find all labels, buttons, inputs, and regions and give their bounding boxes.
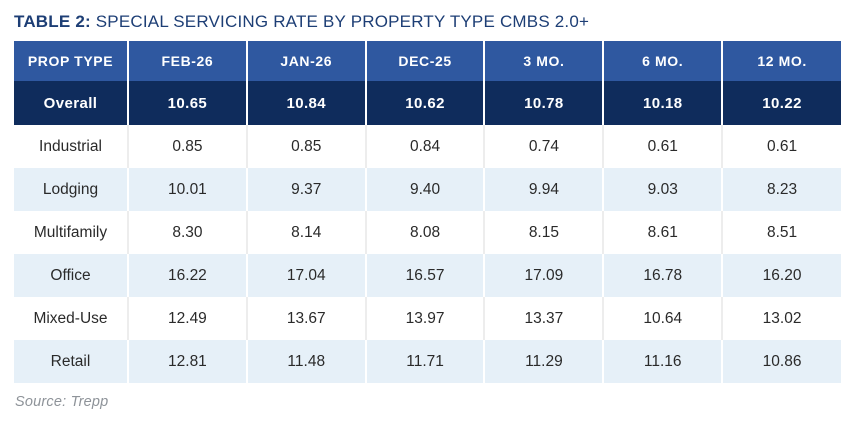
data-cell: 10.64 [602, 297, 723, 341]
table-row: Industrial 0.85 0.85 0.84 0.74 0.61 0.61 [14, 125, 841, 169]
data-cell: 8.08 [364, 211, 485, 255]
table-row: Mixed-Use 12.49 13.67 13.97 13.37 10.64 … [14, 297, 841, 341]
row-label: Multifamily [14, 211, 128, 255]
column-header-dec-25: DEC-25 [364, 41, 485, 82]
data-cell: 8.30 [127, 211, 247, 255]
data-cell: 10.84 [245, 81, 366, 126]
data-cell: 11.29 [483, 340, 604, 384]
data-cell: 9.94 [483, 168, 604, 212]
table-title-text: SPECIAL SERVICING RATE BY PROPERTY TYPE … [90, 12, 590, 31]
column-header-jan-26: JAN-26 [245, 41, 366, 82]
row-label: Industrial [14, 125, 128, 169]
data-cell: 17.04 [245, 254, 366, 298]
data-cell: 16.20 [721, 254, 841, 298]
data-cell: 11.48 [245, 340, 366, 384]
page: TABLE 2: SPECIAL SERVICING RATE BY PROPE… [14, 11, 842, 411]
data-cell: 16.57 [364, 254, 485, 298]
table-number-label: TABLE 2: [14, 12, 91, 31]
data-cell: 10.01 [127, 168, 247, 212]
data-cell: 16.78 [602, 254, 723, 298]
row-label: Lodging [14, 168, 128, 212]
data-cell: 10.22 [721, 81, 841, 126]
data-cell: 8.14 [245, 211, 366, 255]
table-row: Multifamily 8.30 8.14 8.08 8.15 8.61 8.5… [14, 211, 841, 255]
data-cell: 13.02 [721, 297, 841, 341]
data-cell: 8.23 [721, 168, 841, 212]
row-label: Mixed-Use [14, 297, 128, 341]
data-cell: 0.61 [721, 125, 841, 169]
data-cell: 11.71 [364, 340, 485, 384]
table-row: Lodging 10.01 9.37 9.40 9.94 9.03 8.23 [14, 168, 841, 212]
data-cell: 13.97 [364, 297, 485, 341]
data-cell: 11.16 [602, 340, 723, 384]
row-label: Retail [14, 340, 128, 384]
table-row: Office 16.22 17.04 16.57 17.09 16.78 16.… [14, 254, 841, 298]
column-header-6-mo: 6 MO. [602, 41, 723, 82]
page-title: TABLE 2: SPECIAL SERVICING RATE BY PROPE… [14, 11, 842, 33]
overall-row: Overall 10.65 10.84 10.62 10.78 10.18 10… [14, 81, 841, 126]
data-cell: 10.78 [483, 81, 604, 126]
column-header-3-mo: 3 MO. [483, 41, 604, 82]
header-row: PROP TYPE FEB-26 JAN-26 DEC-25 3 MO. 6 M… [14, 41, 841, 82]
data-cell: 12.49 [127, 297, 247, 341]
table-row: Retail 12.81 11.48 11.71 11.29 11.16 10.… [14, 340, 841, 384]
data-cell: 10.62 [364, 81, 485, 126]
data-cell: 9.03 [602, 168, 723, 212]
column-header-prop-type: PROP TYPE [14, 41, 128, 82]
data-cell: 0.85 [245, 125, 366, 169]
special-servicing-rate-table: PROP TYPE FEB-26 JAN-26 DEC-25 3 MO. 6 M… [14, 41, 841, 384]
column-header-feb-26: FEB-26 [127, 41, 247, 82]
data-cell: 10.65 [127, 81, 247, 126]
data-cell: 0.85 [127, 125, 247, 169]
data-cell: 8.15 [483, 211, 604, 255]
column-header-12-mo: 12 MO. [721, 41, 841, 82]
data-cell: 9.40 [364, 168, 485, 212]
source-note: Source: Trepp [15, 394, 109, 411]
data-cell: 8.61 [602, 211, 723, 255]
data-cell: 13.37 [483, 297, 604, 341]
row-label: Overall [14, 81, 128, 126]
data-cell: 8.51 [721, 211, 841, 255]
data-cell: 9.37 [245, 168, 366, 212]
data-cell: 0.84 [364, 125, 485, 169]
data-cell: 17.09 [483, 254, 604, 298]
data-cell: 16.22 [127, 254, 247, 298]
data-cell: 10.18 [602, 81, 723, 126]
data-cell: 0.74 [483, 125, 604, 169]
data-cell: 0.61 [602, 125, 723, 169]
data-cell: 13.67 [245, 297, 366, 341]
data-cell: 10.86 [721, 340, 841, 384]
data-cell: 12.81 [127, 340, 247, 384]
row-label: Office [14, 254, 128, 298]
